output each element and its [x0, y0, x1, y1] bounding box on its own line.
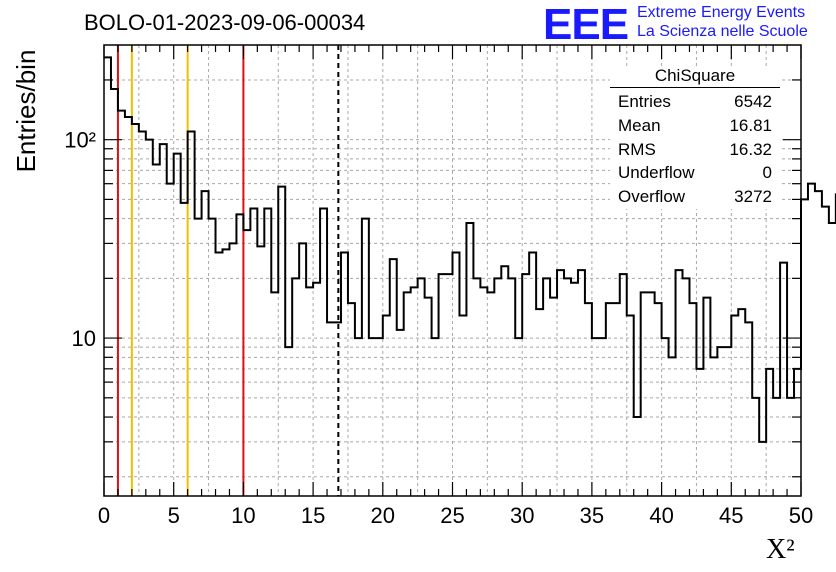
stats-value: 0 [762, 163, 772, 183]
x-tick-label: 10 [231, 503, 255, 528]
x-tick-label: 35 [580, 503, 604, 528]
stats-row-overflow: Overflow 3272 [610, 185, 780, 209]
logo-text-line1: Extreme Energy Events [637, 4, 806, 21]
stats-row-mean: Mean 16.81 [610, 114, 780, 138]
stats-value: 16.81 [729, 115, 772, 135]
eee-logo-icon: EEE [543, 0, 629, 49]
stats-box: ChiSquare Entries 6542 Mean 16.81 RMS 16… [610, 66, 780, 209]
stats-row-underflow: Underflow 0 [610, 161, 780, 185]
grid-lines [104, 45, 801, 496]
y-axis-label: Entries/bin [11, 49, 41, 173]
stats-value: 16.32 [729, 139, 772, 159]
x-tick-label: 0 [98, 503, 110, 528]
x-axis-label: X² [766, 534, 795, 565]
stats-label: Entries [618, 92, 671, 111]
stats-label: RMS [618, 139, 656, 159]
stats-row-rms: RMS 16.32 [610, 138, 780, 162]
stats-value: 3272 [734, 187, 772, 207]
x-tick-label: 40 [649, 503, 673, 528]
x-tick-label: 25 [440, 503, 464, 528]
x-tick-label: 30 [510, 503, 534, 528]
stats-value: 6542 [734, 92, 772, 111]
stats-label: Underflow [618, 163, 695, 183]
x-tick-label: 50 [789, 503, 813, 528]
stats-label: Overflow [618, 187, 686, 207]
axis-ticks [103, 45, 802, 496]
logo-text-line2: La Scienza nelle Scuole [637, 23, 808, 40]
histogram-series [104, 56, 836, 443]
stats-label: Mean [618, 115, 661, 135]
chart-title: BOLO-01-2023-09-06-00034 [84, 10, 366, 35]
y-tick-label: 10² [64, 128, 96, 153]
x-tick-label: 15 [301, 503, 325, 528]
axis-tick-labels: 0 5 10 15 20 25 30 35 40 45 50 10 10² [64, 128, 813, 528]
x-tick-label: 5 [168, 503, 180, 528]
x-tick-label: 45 [719, 503, 743, 528]
stats-row-entries: Entries 6542 [610, 90, 780, 114]
x-tick-label: 20 [371, 503, 395, 528]
stats-title: ChiSquare [610, 66, 780, 88]
y-tick-label: 10 [72, 326, 96, 351]
